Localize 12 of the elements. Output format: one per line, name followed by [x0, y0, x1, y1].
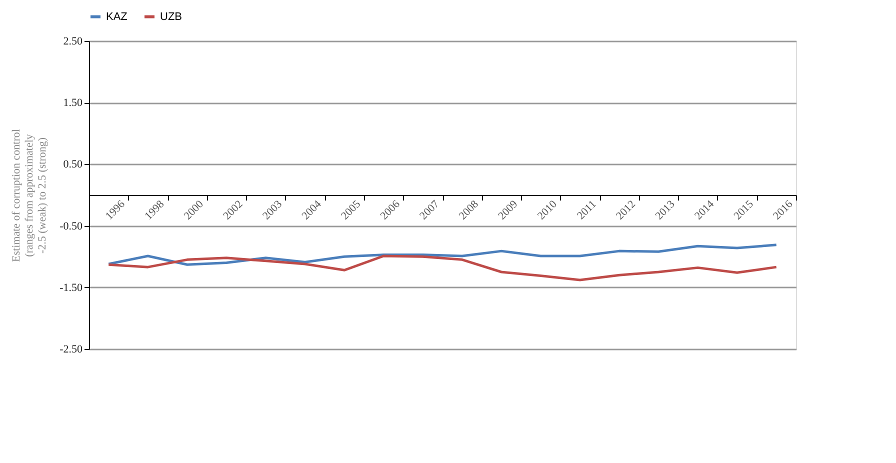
- x-tick-label: 2011: [574, 198, 599, 222]
- y-tick-label: -1.50: [60, 282, 83, 294]
- legend-label: UZB: [160, 10, 182, 23]
- y-axis-title: Estimate of corruption control (ranges from approximately -2.5 (weak) to 2.5 (strong): [10, 129, 49, 262]
- y-tick-label: -0.50: [60, 220, 83, 232]
- legend-label: KAZ: [106, 10, 128, 23]
- y-tick-label: 0.50: [63, 158, 83, 171]
- y-tick-label: 1.50: [63, 97, 83, 110]
- line-series: [107, 254, 778, 282]
- y-tick-label: -2.50: [60, 344, 83, 356]
- line-series: [107, 244, 778, 266]
- y-tick-label: 2.50: [63, 36, 83, 48]
